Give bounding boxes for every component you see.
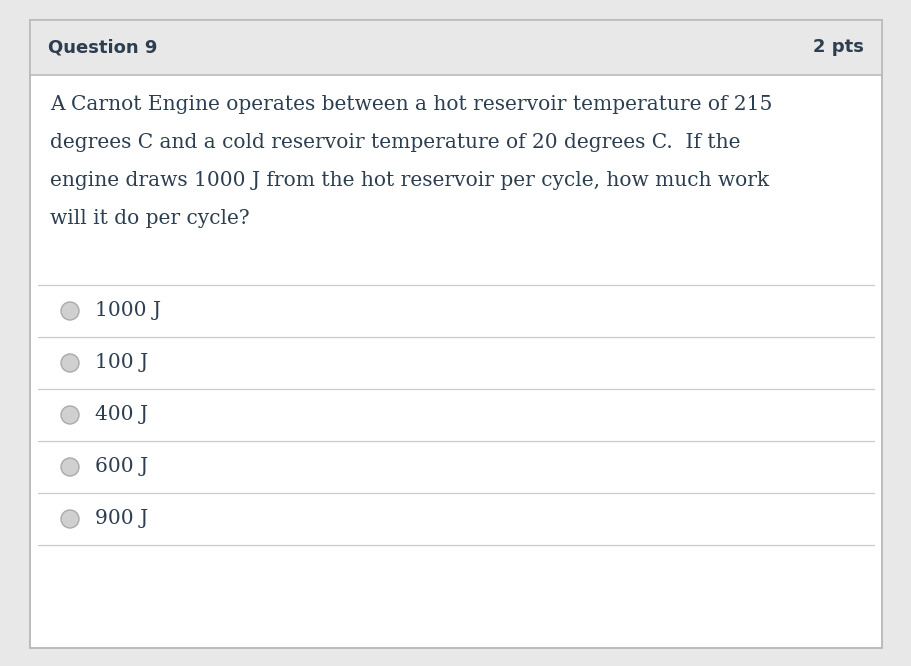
Circle shape	[61, 510, 79, 528]
Text: Question 9: Question 9	[48, 39, 158, 57]
Text: will it do per cycle?: will it do per cycle?	[50, 210, 250, 228]
Circle shape	[61, 458, 79, 476]
Bar	[30, 20, 881, 75]
Text: 1000 J: 1000 J	[95, 302, 161, 320]
Text: 400 J: 400 J	[95, 406, 148, 424]
Text: 600 J: 600 J	[95, 458, 148, 476]
Text: engine draws 1000 J from the hot reservoir per cycle, how much work: engine draws 1000 J from the hot reservo…	[50, 172, 768, 190]
Circle shape	[61, 354, 79, 372]
Text: 2 pts: 2 pts	[813, 39, 863, 57]
Text: A Carnot Engine operates between a hot reservoir temperature of 215: A Carnot Engine operates between a hot r…	[50, 95, 772, 115]
Text: 100 J: 100 J	[95, 354, 148, 372]
Text: degrees C and a cold reservoir temperature of 20 degrees C.  If the: degrees C and a cold reservoir temperatu…	[50, 133, 740, 153]
Circle shape	[61, 302, 79, 320]
Circle shape	[61, 406, 79, 424]
Text: 900 J: 900 J	[95, 509, 148, 529]
